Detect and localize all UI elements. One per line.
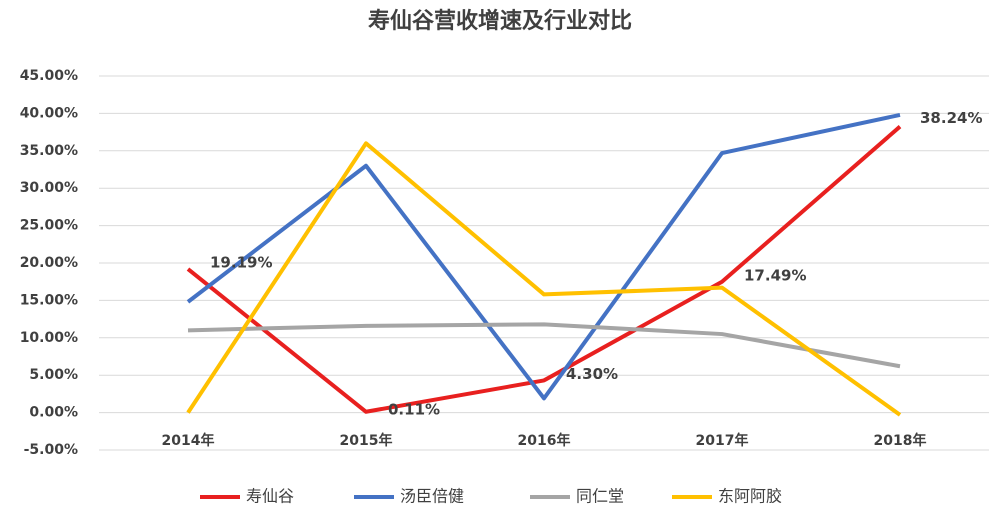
y-tick-label: -5.00% xyxy=(24,442,78,458)
data-label: 4.30% xyxy=(566,365,618,383)
y-tick-label: 15.00% xyxy=(20,292,78,308)
y-tick-label: 25.00% xyxy=(20,218,78,234)
y-tick-label: 20.00% xyxy=(20,255,78,271)
y-tick-label: 40.00% xyxy=(20,105,78,121)
y-tick-label: 10.00% xyxy=(20,330,78,346)
chart-title: 寿仙谷营收增速及行业对比 xyxy=(368,8,632,34)
x-tick-label: 2016年 xyxy=(518,432,571,449)
legend-label: 东阿阿胶 xyxy=(718,487,782,506)
y-tick-label: 5.00% xyxy=(29,367,78,383)
series-line xyxy=(186,112,901,401)
data-label: 38.24% xyxy=(920,109,982,127)
series-line xyxy=(187,322,901,369)
x-tick-label: 2017年 xyxy=(696,432,749,449)
y-tick-label: 30.00% xyxy=(20,180,78,196)
y-tick-label: 0.00% xyxy=(29,405,78,421)
y-tick-label: 35.00% xyxy=(20,143,78,159)
data-label: 19.19% xyxy=(210,254,272,272)
data-label: 0.11% xyxy=(388,400,440,418)
x-tick-label: 2015年 xyxy=(340,432,393,449)
legend-label: 寿仙谷 xyxy=(246,487,294,506)
x-tick-label: 2018年 xyxy=(874,432,927,449)
series-line xyxy=(186,125,902,414)
data-label: 17.49% xyxy=(744,266,806,284)
y-tick-label: 45.00% xyxy=(20,68,78,84)
x-tick-label: 2014年 xyxy=(162,432,215,449)
legend-label: 汤臣倍健 xyxy=(400,487,464,506)
series-line xyxy=(186,141,902,417)
legend-label: 同仁堂 xyxy=(576,487,624,506)
